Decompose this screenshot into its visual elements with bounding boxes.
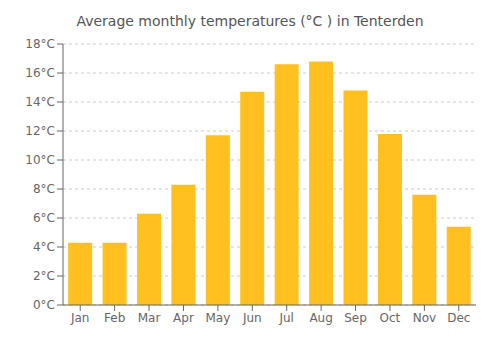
svg-text:Aug: Aug bbox=[309, 311, 332, 325]
svg-text:May: May bbox=[205, 311, 230, 325]
svg-text:Jan: Jan bbox=[70, 311, 90, 325]
svg-text:16°C: 16°C bbox=[25, 66, 55, 80]
svg-text:Jun: Jun bbox=[242, 311, 262, 325]
svg-text:Dec: Dec bbox=[447, 311, 470, 325]
svg-text:6°C: 6°C bbox=[33, 211, 55, 225]
html-text:Average monthly temperatures (: Average monthly temperatures (°C ) in Te… bbox=[76, 13, 424, 29]
svg-text:Sep: Sep bbox=[344, 311, 367, 325]
svg-text:10°C: 10°C bbox=[25, 153, 55, 167]
svg-text:2°C: 2°C bbox=[33, 269, 55, 283]
svg-text:18°C: 18°C bbox=[25, 37, 55, 51]
svg-text:12°C: 12°C bbox=[25, 124, 55, 138]
svg-text:Feb: Feb bbox=[104, 311, 125, 325]
svg-text:Mar: Mar bbox=[138, 311, 161, 325]
svg-text:14°C: 14°C bbox=[25, 95, 55, 109]
svg-text:Nov: Nov bbox=[413, 311, 436, 325]
svg-text:0°C: 0°C bbox=[33, 298, 55, 312]
svg-text:8°C: 8°C bbox=[33, 182, 55, 196]
svg-text:Jul: Jul bbox=[278, 311, 293, 325]
svg-text:Apr: Apr bbox=[173, 311, 194, 325]
svg-text:Oct: Oct bbox=[380, 311, 401, 325]
svg-text:4°C: 4°C bbox=[33, 240, 55, 254]
